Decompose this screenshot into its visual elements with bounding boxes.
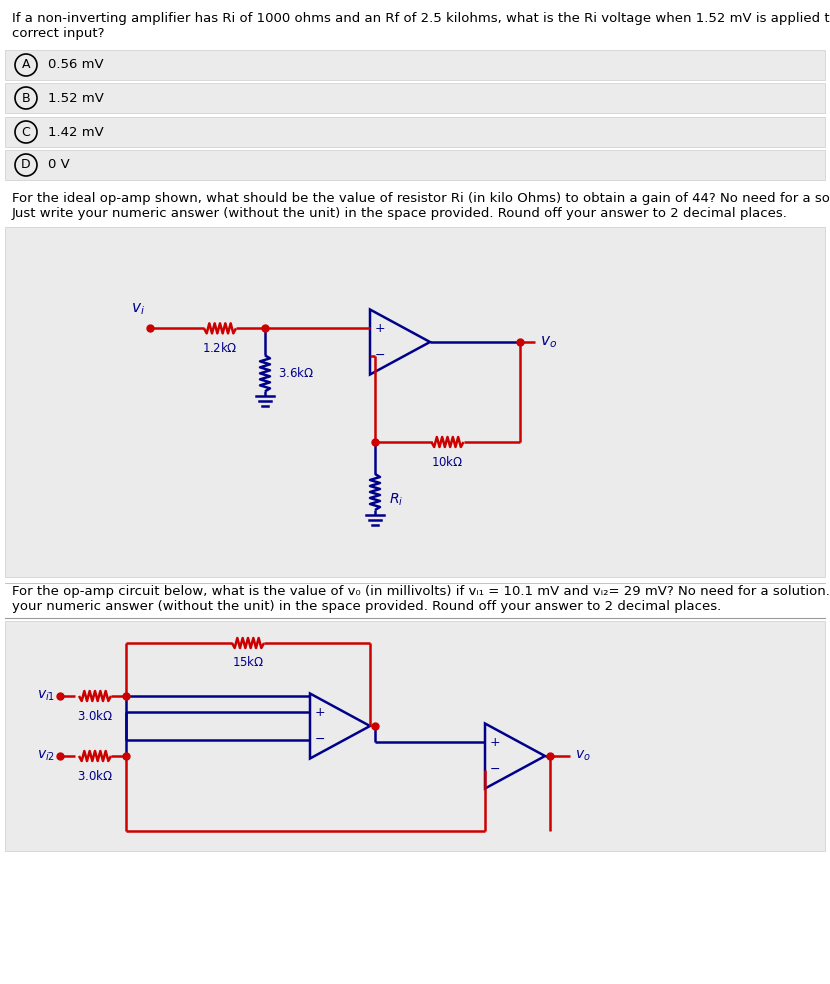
Text: B: B — [22, 92, 31, 104]
Text: $v_o$: $v_o$ — [540, 335, 557, 350]
Text: your numeric answer (without the unit) in the space provided. Round off your ans: your numeric answer (without the unit) i… — [12, 600, 721, 613]
Text: For the ideal op-amp shown, what should be the value of resistor Ri (in kilo Ohm: For the ideal op-amp shown, what should … — [12, 192, 830, 205]
Bar — [5, 117, 825, 147]
Text: $v_o$: $v_o$ — [575, 749, 591, 764]
Text: −: − — [315, 733, 325, 746]
Text: 0.56 mV: 0.56 mV — [48, 58, 104, 72]
Text: 1.52 mV: 1.52 mV — [48, 92, 104, 104]
Text: A: A — [22, 58, 30, 72]
Text: 3.0k$\Omega$: 3.0k$\Omega$ — [77, 709, 113, 723]
Text: If a non-inverting amplifier has Ri of 1000 ohms and an Rf of 2.5 kilohms, what : If a non-inverting amplifier has Ri of 1… — [12, 12, 830, 25]
Text: −: − — [490, 764, 500, 776]
Text: +: + — [374, 322, 385, 335]
Text: $v_{i2}$: $v_{i2}$ — [37, 749, 55, 764]
Text: 10k$\Omega$: 10k$\Omega$ — [432, 455, 464, 469]
Text: C: C — [22, 126, 31, 139]
Bar — [5, 150, 825, 180]
Text: 3.0k$\Omega$: 3.0k$\Omega$ — [77, 769, 113, 783]
Bar — [5, 621, 825, 851]
Text: 1.42 mV: 1.42 mV — [48, 126, 104, 139]
Bar — [5, 83, 825, 113]
Text: $v_{i1}$: $v_{i1}$ — [37, 689, 55, 704]
Bar — [5, 50, 825, 80]
Bar — [5, 227, 825, 577]
Text: 3.6k$\Omega$: 3.6k$\Omega$ — [278, 366, 314, 381]
Text: 1.2k$\Omega$: 1.2k$\Omega$ — [203, 341, 237, 355]
Text: Just write your numeric answer (without the unit) in the space provided. Round o: Just write your numeric answer (without … — [12, 207, 788, 220]
Text: 0 V: 0 V — [48, 158, 70, 171]
Text: −: − — [375, 349, 385, 362]
Text: $v_i$: $v_i$ — [131, 302, 145, 318]
Text: +: + — [315, 706, 325, 719]
Text: correct input?: correct input? — [12, 27, 105, 40]
Text: $R_i$: $R_i$ — [389, 492, 403, 508]
Text: For the op-amp circuit below, what is the value of v₀ (in millivolts) if vᵢ₁ = 1: For the op-amp circuit below, what is th… — [12, 585, 830, 598]
Text: 15k$\Omega$: 15k$\Omega$ — [232, 655, 264, 669]
Text: D: D — [22, 158, 31, 171]
Text: +: + — [490, 736, 500, 749]
